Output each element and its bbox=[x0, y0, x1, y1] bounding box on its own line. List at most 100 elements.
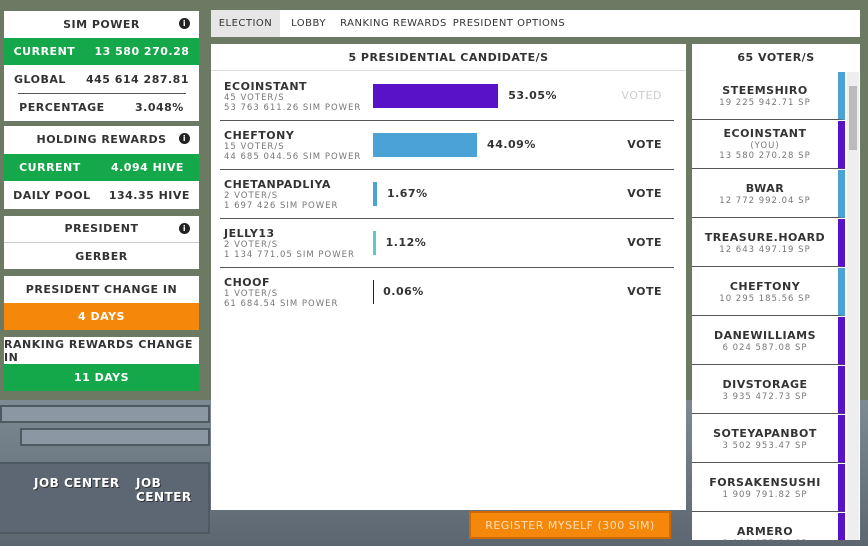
voter-item: STEEMSHIRO 19 225 942.71 SP bbox=[692, 72, 845, 120]
president-name: GERBER bbox=[4, 242, 199, 269]
share-label: 1.67% bbox=[386, 187, 428, 200]
voter-name: ARMERO bbox=[736, 525, 794, 538]
tab[interactable]: RANKING REWARDS bbox=[340, 18, 447, 29]
stat-row: CURRENT 13 580 270.28 bbox=[4, 38, 199, 65]
stat-value: 13 580 270.28 bbox=[94, 45, 190, 58]
share-label: 1.12% bbox=[385, 236, 427, 249]
vote-button[interactable]: VOTE bbox=[627, 236, 662, 249]
share-bar bbox=[373, 231, 376, 255]
candidate-row: JELLY13 2 VOTER/S 1 134 771.05 SIM POWER 1.… bbox=[220, 219, 674, 268]
voter-item: TREASURE.HOARD 12 643 497.19 SP bbox=[692, 219, 845, 267]
voter-name: TREASURE.HOARD bbox=[704, 231, 826, 244]
voter-item: FORSAKENSUSHI 1 909 791.82 SP bbox=[692, 464, 845, 512]
share-bar bbox=[373, 280, 374, 304]
voter-power: 3 502 953.47 SP bbox=[722, 441, 808, 451]
stat-row: GLOBAL 445 614 287.81 bbox=[4, 66, 199, 93]
voter-power: 12 643 497.19 SP bbox=[719, 245, 811, 255]
candidate-voters: 2 VOTER/S bbox=[224, 191, 279, 201]
info-icon[interactable]: i bbox=[179, 18, 190, 29]
voter-name: DANEWILLIAMS bbox=[713, 329, 817, 342]
register-button[interactable]: REGISTER MYSELF (300 SIM) bbox=[469, 511, 671, 539]
vote-button: VOTED bbox=[621, 89, 662, 102]
candidate-power: 53 763 611.26 SIM POWER bbox=[224, 103, 362, 113]
voter-item: CHEFTONY 10 295 185.56 SP bbox=[692, 268, 845, 316]
tab[interactable]: ELECTION bbox=[211, 10, 280, 37]
voter-power: 10 295 185.56 SP bbox=[719, 294, 811, 304]
stat-value: 134.35 HIVE bbox=[108, 189, 190, 202]
building bbox=[0, 405, 210, 423]
building bbox=[20, 428, 210, 446]
scroll-thumb[interactable] bbox=[849, 86, 857, 150]
tab[interactable]: LOBBY bbox=[291, 18, 326, 29]
voter-name: STEEMSHIRO bbox=[722, 84, 808, 97]
candidate-voters: 15 VOTER/S bbox=[224, 142, 285, 152]
panel-title: PRESIDENT bbox=[64, 222, 139, 235]
stat-value: 445 614 287.81 bbox=[85, 73, 189, 86]
stat-value: 3.048% bbox=[135, 101, 184, 114]
voter-power: 1 909 791.82 SP bbox=[722, 490, 808, 500]
stat-label: GLOBAL bbox=[14, 73, 66, 86]
countdown: 11 DAYS bbox=[4, 364, 199, 391]
voter-name: DIVSTORAGE bbox=[722, 378, 808, 391]
candidate-name: CHETANPADLIYA bbox=[224, 178, 331, 191]
panel-title: PRESIDENT CHANGE IN bbox=[25, 283, 178, 296]
info-icon[interactable]: i bbox=[179, 223, 190, 234]
voter-item: DIVSTORAGE 3 935 472.73 SP bbox=[692, 366, 845, 414]
holding-rewards-panel: HOLDING REWARDS i CURRENT 4.094 HIVE DAIL… bbox=[4, 126, 199, 209]
share-label: 44.09% bbox=[487, 138, 536, 151]
panel-title: 65 VOTER/S bbox=[737, 51, 815, 64]
stat-label: CURRENT bbox=[13, 45, 76, 58]
candidate-power: 61 684.54 SIM POWER bbox=[224, 299, 339, 309]
vote-button[interactable]: VOTE bbox=[627, 285, 662, 298]
scrollbar[interactable] bbox=[847, 72, 859, 540]
candidate-voters: 2 VOTER/S bbox=[224, 240, 279, 250]
countdown: 4 DAYS bbox=[4, 303, 199, 330]
voter-name: ECOINSTANT bbox=[723, 127, 807, 140]
candidate-name: ECOINSTANT bbox=[224, 80, 308, 93]
voter-item: ARMERO1 908 077.06 SP bbox=[692, 513, 845, 540]
voter-name: SOTEYAPANBOT bbox=[713, 427, 817, 440]
building bbox=[0, 462, 210, 534]
voter-note: (YOU) bbox=[750, 141, 780, 151]
candidate-name: CHOOF bbox=[224, 276, 270, 289]
voter-power: 1 908 077.06 SP bbox=[692, 539, 838, 540]
voter-power: 19 225 942.71 SP bbox=[719, 98, 811, 108]
candidates-panel: 5 PRESIDENTIAL CANDIDATE/S ECOINSTANT 45 … bbox=[211, 44, 686, 510]
president-panel: PRESIDENT i GERBER bbox=[4, 216, 199, 269]
stat-label: CURRENT bbox=[19, 161, 81, 174]
voter-name: FORSAKENSUSHI bbox=[709, 476, 821, 489]
candidate-row: CHOOF 1 VOTER/S 61 684.54 SIM POWER 0.06% VO… bbox=[220, 268, 674, 317]
tab[interactable]: PRESIDENT OPTIONS bbox=[452, 18, 566, 29]
candidate-row: CHEFTONY 15 VOTER/S 44 685 044.56 SIM POWE… bbox=[220, 121, 674, 170]
candidate-power: 1 134 771.05 SIM POWER bbox=[224, 250, 355, 260]
share-label: 53.05% bbox=[508, 89, 558, 102]
voter-power: 6 024 587.08 SP bbox=[722, 343, 808, 353]
panel-title: HOLDING REWARDS bbox=[36, 133, 167, 146]
candidate-power: 1 697 426 SIM POWER bbox=[224, 201, 339, 211]
share-bar bbox=[373, 84, 499, 108]
candidate-name: JELLY13 bbox=[224, 227, 275, 240]
vote-button[interactable]: VOTE bbox=[627, 187, 662, 200]
candidate-name: CHEFTONY bbox=[224, 129, 295, 142]
candidate-row: CHETANPADLIYA 2 VOTER/S 1 697 426 SIM POWE… bbox=[220, 170, 674, 219]
voter-item: ECOINSTANT (YOU) 13 580 270.28 SP bbox=[692, 121, 845, 169]
share-bar bbox=[373, 133, 478, 157]
stat-label: PERCENTAGE bbox=[19, 101, 105, 114]
voter-power: 13 580 270.28 SP bbox=[719, 151, 811, 161]
candidate-row: ECOINSTANT 45 VOTER/S 53 763 611.26 SIM PO… bbox=[220, 72, 674, 121]
candidate-voters: 1 VOTER/S bbox=[224, 289, 279, 299]
info-icon[interactable]: i bbox=[179, 133, 190, 144]
ranking-change-panel: RANKING REWARDS CHANGE IN 11 DAYS bbox=[4, 337, 199, 391]
share-bar bbox=[373, 182, 377, 206]
sim-power-panel: SIM POWER i CURRENT 13 580 270.28 GLOBAL 4… bbox=[4, 11, 199, 121]
building-label: JOB CENTER bbox=[34, 476, 120, 490]
voter-name: CHEFTONY bbox=[729, 280, 801, 293]
candidate-power: 44 685 044.56 SIM POWER bbox=[224, 152, 362, 162]
tab-bar: ELECTION LOBBY RANKING REWARDS PRESIDENT OP… bbox=[211, 10, 860, 37]
stat-row: CURRENT 4.094 HIVE bbox=[4, 154, 199, 181]
vote-button[interactable]: VOTE bbox=[627, 138, 662, 151]
voters-panel: 65 VOTER/S STEEMSHIRO 19 225 942.71 SP ECO… bbox=[692, 44, 860, 540]
president-change-panel: PRESIDENT CHANGE IN 4 DAYS bbox=[4, 276, 199, 330]
background: JOB CENTER JOB CENTER bbox=[0, 400, 210, 546]
